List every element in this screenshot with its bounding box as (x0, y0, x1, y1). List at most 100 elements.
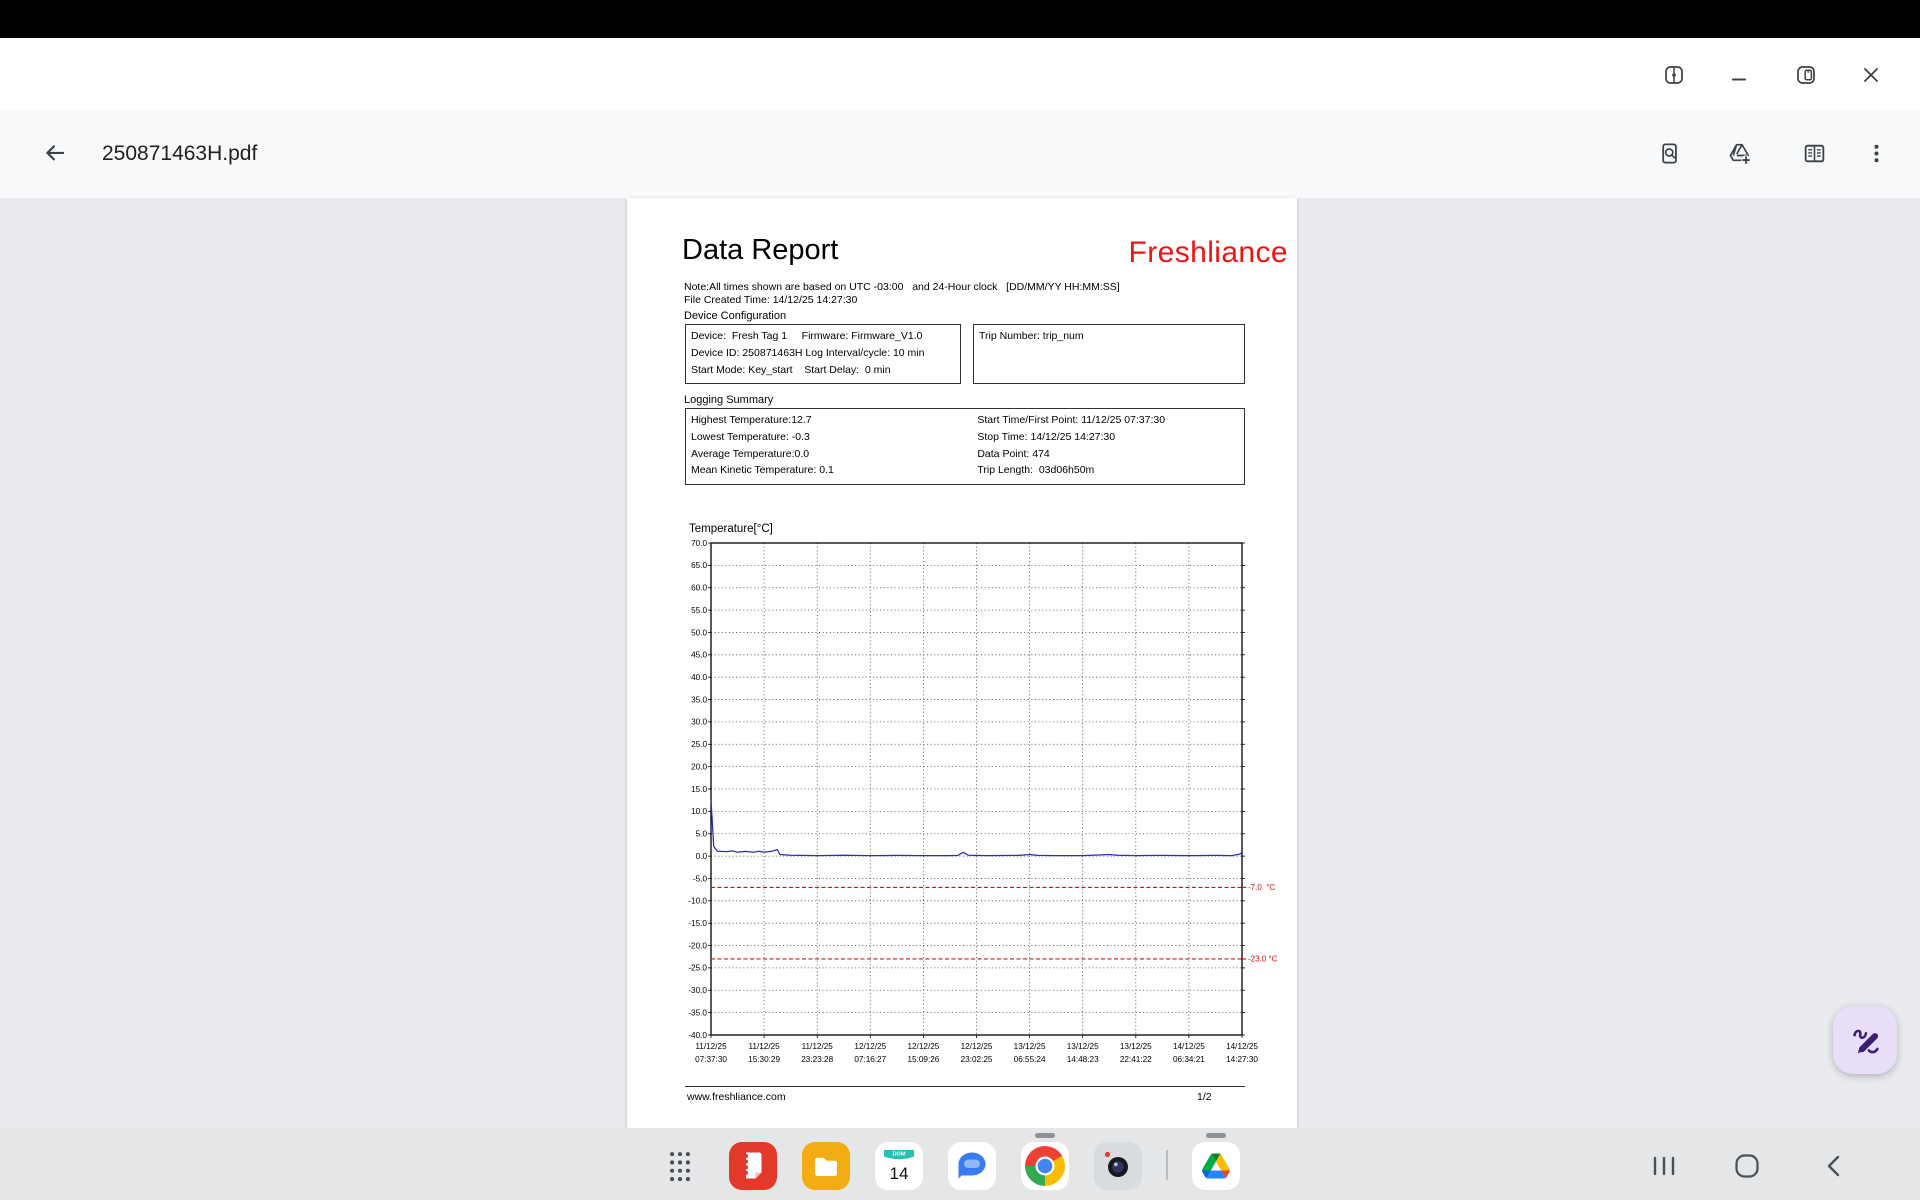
home-icon (1735, 1154, 1759, 1178)
minimize-icon (1732, 78, 1746, 81)
svg-text:30.0: 30.0 (691, 718, 707, 727)
minimize-button[interactable] (1719, 55, 1759, 95)
svg-text:23:02:25: 23:02:25 (961, 1055, 993, 1064)
add-to-drive-button[interactable] (1719, 133, 1759, 173)
svg-text:15:09:26: 15:09:26 (907, 1055, 939, 1064)
back-arrow-icon (46, 145, 65, 161)
svg-text:-7.0 °C: -7.0 °C (1248, 883, 1275, 892)
svg-text:14:48:23: 14:48:23 (1067, 1055, 1099, 1064)
logging-summary-left: Highest Temperature:12.7 Lowest Temperatu… (691, 412, 977, 481)
close-icon (1864, 68, 1878, 82)
logging-summary-right: Start Time/First Point: 11/12/25 07:37:3… (977, 412, 1239, 481)
text-line: Start Time/First Point: 11/12/25 07:37:3… (977, 414, 1166, 426)
svg-text:11/12/25: 11/12/25 (695, 1042, 727, 1051)
svg-text:45.0: 45.0 (691, 651, 707, 660)
svg-text:-35.0: -35.0 (688, 1008, 707, 1017)
app-samsung-notes[interactable] (729, 1142, 777, 1190)
annotate-fab[interactable] (1833, 1006, 1897, 1074)
note-line: Note:All times shown are based on UTC -0… (684, 281, 1120, 293)
file-created-line: File Created Time: 14/12/25 14:27:30 (684, 294, 858, 306)
annotate-pen-icon (1853, 1029, 1879, 1054)
app-drawer-button[interactable] (656, 1142, 704, 1190)
document-title: 250871463H.pdf (102, 142, 258, 165)
reader-view-button[interactable] (1794, 133, 1834, 173)
pop-up-view-button[interactable] (1786, 55, 1826, 95)
svg-text:11/12/25: 11/12/25 (748, 1042, 780, 1051)
chrome-running-indicator (1035, 1133, 1055, 1138)
svg-text:-20.0: -20.0 (688, 941, 707, 950)
svg-text:07:37:30: 07:37:30 (695, 1055, 727, 1064)
text-line: Average Temperature:0.0 (691, 447, 810, 460)
chart-title: Temperature[°C] (689, 523, 773, 535)
trip-number-box: Trip Number: trip_num (973, 324, 1245, 384)
nav-home-button[interactable] (1723, 1142, 1771, 1190)
svg-text:5.0: 5.0 (696, 830, 708, 839)
text-line: Highest Temperature:12.7 (691, 414, 812, 426)
taskbar-divider (1166, 1150, 1168, 1180)
footer-rule (685, 1086, 1245, 1087)
device-configuration-box: Device: Fresh Tag 1 Firmware: Firmware_V… (685, 324, 961, 384)
text-line: Start Mode: Key_start Start Delay: 0 min (691, 363, 891, 376)
logging-summary-heading: Logging Summary (684, 394, 774, 406)
status-bar (0, 0, 1920, 38)
nav-back-icon (1827, 1155, 1840, 1177)
my-files-folder-icon (815, 1157, 837, 1176)
temperature-chart: 70.0 65.0 60.0 55.0 50.0 45.0 40.0 35.0 30.0 25.0… (688, 539, 1278, 1064)
svg-text:13/12/25: 13/12/25 (1014, 1042, 1046, 1051)
find-in-document-icon (1661, 142, 1677, 164)
text-line: Mean Kinetic Temperature: 0.1 (691, 464, 834, 477)
svg-text:10.0: 10.0 (691, 807, 707, 816)
google-drive-icon (1202, 1153, 1230, 1179)
calendar-icon: DOM 14 (884, 1150, 914, 1183)
drive-running-indicator (1206, 1133, 1226, 1138)
svg-text:12/12/25: 12/12/25 (854, 1042, 886, 1051)
svg-text:-23.0 °C: -23.0 °C (1248, 955, 1278, 964)
split-view-button[interactable] (1654, 55, 1694, 95)
brand-logo-text: Freshliance (1128, 236, 1288, 269)
svg-text:06:55:24: 06:55:24 (1014, 1055, 1046, 1064)
svg-text:0.0: 0.0 (696, 852, 708, 861)
camera-icon (1104, 1151, 1128, 1177)
svg-text:-25.0: -25.0 (688, 964, 707, 973)
svg-text:13/12/25: 13/12/25 (1067, 1042, 1099, 1051)
more-options-icon (1874, 144, 1878, 162)
svg-text:70.0: 70.0 (691, 539, 707, 548)
text-line: Stop Time: 14/12/25 14:27:30 (977, 430, 1116, 443)
app-google-drive[interactable] (1192, 1142, 1240, 1190)
app-messages[interactable] (948, 1142, 996, 1190)
svg-text:23:23:28: 23:23:28 (801, 1055, 833, 1064)
svg-text:65.0: 65.0 (691, 561, 707, 570)
svg-text:-40.0: -40.0 (688, 1031, 707, 1040)
recents-icon (1653, 1156, 1675, 1176)
svg-text:06:34:21: 06:34:21 (1173, 1055, 1205, 1064)
calendar-day-number: 14 (890, 1164, 909, 1183)
window-controls-row (0, 38, 1920, 110)
svg-text:25.0: 25.0 (691, 740, 707, 749)
svg-text:60.0: 60.0 (691, 584, 707, 593)
add-to-drive-icon (1729, 143, 1751, 165)
nav-back-button[interactable] (1810, 1142, 1858, 1190)
text-line: Device ID: 250871463H Log Interval/cycle… (691, 346, 925, 359)
logging-summary-box: Highest Temperature:12.7 Lowest Temperatu… (685, 408, 1245, 485)
svg-text:-30.0: -30.0 (688, 986, 707, 995)
svg-text:50.0: 50.0 (691, 628, 707, 637)
svg-text:15:30:29: 15:30:29 (748, 1055, 780, 1064)
app-my-files[interactable] (802, 1142, 850, 1190)
back-button[interactable] (35, 134, 75, 174)
nav-recents-button[interactable] (1640, 1142, 1688, 1190)
app-toolbar: 250871463H.pdf (0, 110, 1920, 198)
more-options-button[interactable] (1856, 133, 1896, 173)
app-chrome[interactable] (1021, 1142, 1069, 1190)
footer-website: www.freshliance.com (687, 1091, 786, 1103)
svg-text:55.0: 55.0 (691, 606, 707, 615)
app-camera[interactable] (1094, 1142, 1142, 1190)
svg-text:14:27:30: 14:27:30 (1226, 1055, 1258, 1064)
chrome-icon (1025, 1146, 1065, 1186)
svg-text:40.0: 40.0 (691, 673, 707, 682)
close-window-button[interactable] (1851, 55, 1891, 95)
app-calendar[interactable]: DOM 14 (875, 1142, 923, 1190)
svg-text:12/12/25: 12/12/25 (961, 1042, 993, 1051)
pdf-viewer-area[interactable]: Data Report Freshliance Note:All times s… (0, 198, 1920, 1128)
find-in-document-button[interactable] (1650, 133, 1690, 173)
samsung-notes-icon (744, 1152, 762, 1179)
